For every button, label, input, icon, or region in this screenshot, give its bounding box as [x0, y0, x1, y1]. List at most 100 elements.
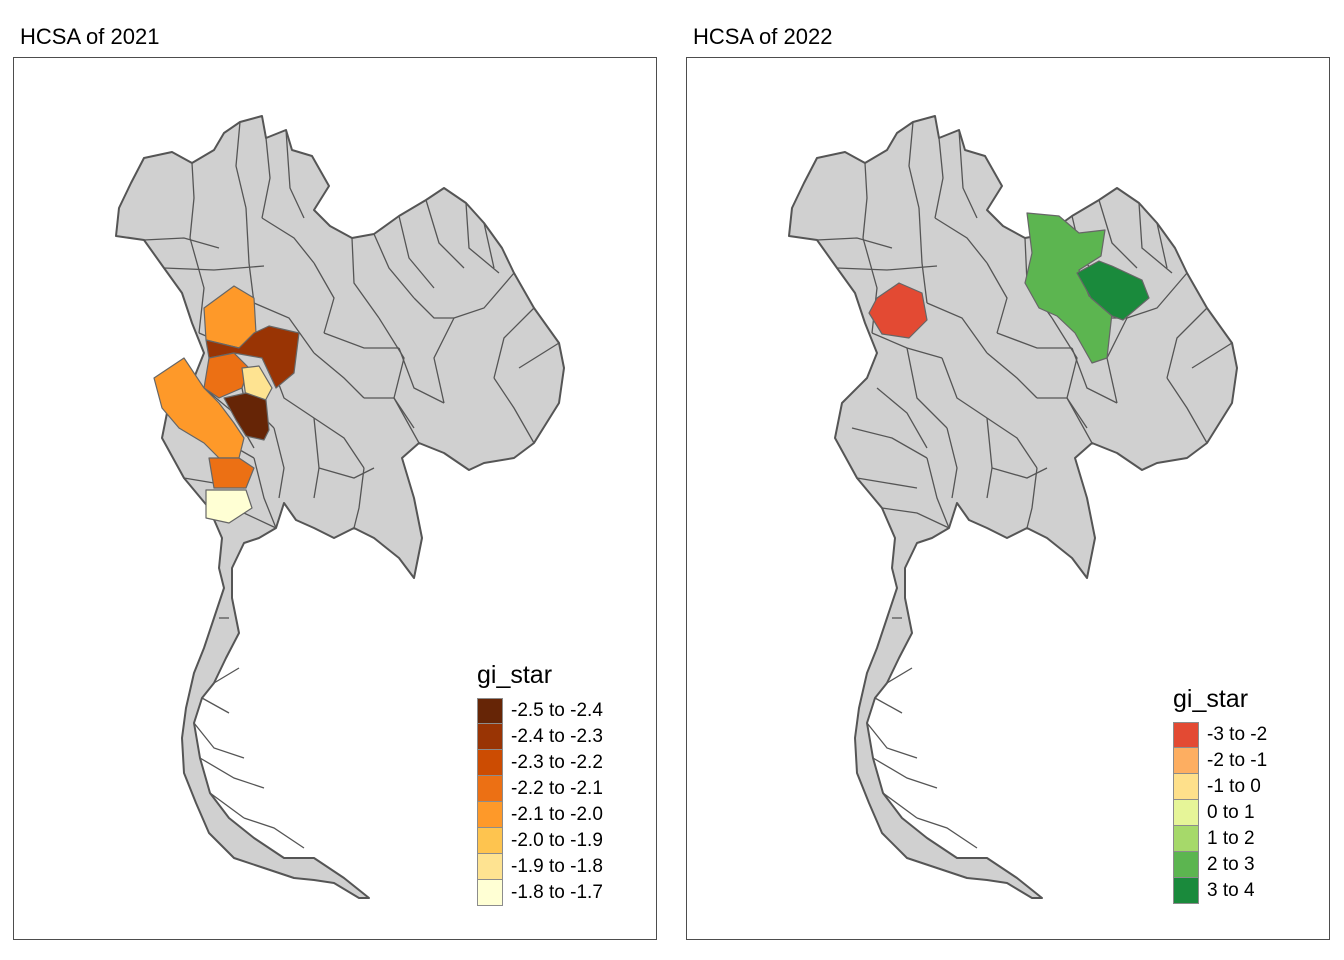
- highlighted-province: [868, 282, 928, 339]
- province-border: [862, 162, 868, 239]
- province-border: [518, 342, 560, 369]
- province-border: [946, 427, 958, 499]
- province-border: [986, 262, 1008, 334]
- legend-item: 3 to 4: [1173, 878, 1267, 904]
- province-border: [433, 317, 455, 404]
- province-border: [245, 207, 255, 304]
- province-border: [483, 222, 495, 269]
- province-border: [851, 427, 928, 459]
- province-border: [1051, 317, 1078, 399]
- legend-item: -2.4 to -2.3: [477, 724, 603, 750]
- province-border: [816, 237, 893, 249]
- legend-swatch: [477, 750, 503, 776]
- legend-label: -2.2 to -2.1: [511, 778, 603, 799]
- legend-label: -3 to -2: [1207, 724, 1268, 745]
- province-border: [926, 302, 988, 354]
- province-border: [378, 317, 405, 399]
- province-border: [1191, 342, 1233, 369]
- province-border: [926, 457, 950, 529]
- legend-item: -2.1 to -2.0: [477, 802, 603, 828]
- legend-swatch: [477, 828, 503, 854]
- legend-item: 1 to 2: [1173, 826, 1267, 852]
- legend-label: -2.0 to -1.9: [511, 830, 603, 851]
- legend-swatch: [477, 724, 503, 750]
- province-border: [996, 332, 1072, 349]
- province-border: [313, 417, 365, 469]
- legend-title: gi_star: [1173, 685, 1249, 713]
- highlighted-province: [223, 392, 270, 441]
- province-border: [1126, 272, 1188, 319]
- province-border: [413, 297, 454, 319]
- province-border: [881, 507, 950, 529]
- legend-label: -2 to -1: [1207, 750, 1268, 771]
- province-border: [398, 347, 445, 404]
- country-outline: [788, 115, 1238, 899]
- legend-swatch: [477, 698, 503, 724]
- legend-item: -2.3 to -2.2: [477, 750, 603, 776]
- province-border: [1071, 347, 1118, 404]
- legend-item: -3 to -2: [1173, 722, 1267, 748]
- province-border: [882, 792, 918, 819]
- province-border: [465, 202, 500, 274]
- province-border: [261, 137, 271, 219]
- province-border: [189, 162, 195, 239]
- province-border: [1138, 202, 1173, 274]
- map-title-2021: HCSA of 2021: [20, 24, 160, 49]
- legend-items: -3 to -2 -2 to -1 -1 to 0 0 to 1 1 to 2 2 to …: [1173, 722, 1267, 904]
- province-border: [836, 265, 938, 271]
- legend-label: 0 to 1: [1207, 802, 1255, 823]
- province-border: [373, 233, 415, 299]
- province-border: [285, 129, 305, 219]
- province-border: [941, 357, 988, 419]
- province-border: [1066, 397, 1088, 429]
- province-border: [453, 272, 515, 319]
- province-border: [193, 722, 245, 759]
- province-border: [493, 307, 535, 379]
- legend-item: -2.0 to -1.9: [477, 828, 603, 854]
- legend-swatch: [1173, 826, 1199, 852]
- legend-swatch: [477, 776, 503, 802]
- legend-title: gi_star: [477, 661, 553, 689]
- province-border: [213, 667, 240, 684]
- province-border: [986, 352, 1038, 399]
- province-border: [199, 757, 265, 789]
- province-border: [986, 417, 1038, 469]
- legend-items: -2.5 to -2.4 -2.4 to -2.3 -2.3 to -2.2 -2.2…: [477, 698, 603, 906]
- province-border: [143, 237, 220, 249]
- province-border: [918, 207, 928, 304]
- legend-swatch: [477, 854, 503, 880]
- legend-label: -2.5 to -2.4: [511, 700, 603, 721]
- province-border: [253, 302, 315, 354]
- legend-swatch: [1173, 878, 1199, 904]
- legend-label: 1 to 2: [1207, 828, 1255, 849]
- province-border: [1166, 307, 1208, 379]
- province-border: [313, 352, 365, 399]
- highlighted-province: [208, 457, 255, 489]
- legend-label: -2.3 to -2.2: [511, 752, 603, 773]
- province-border: [856, 477, 918, 489]
- province-border: [189, 237, 205, 334]
- thailand-map-2021: [115, 115, 565, 899]
- province-border: [393, 397, 415, 429]
- province-border: [908, 121, 920, 209]
- province-border: [906, 347, 948, 429]
- legend-label: 3 to 4: [1207, 880, 1255, 901]
- province-border: [318, 467, 375, 479]
- legend-item: 0 to 1: [1173, 800, 1267, 826]
- legend-swatch: [1173, 852, 1199, 878]
- legend-label: -1 to 0: [1207, 776, 1261, 797]
- highlighted-province: [205, 489, 253, 524]
- legend-2022: gi_star -3 to -2 -2 to -1 -1 to 0 0 to 1 1 t…: [1173, 685, 1267, 904]
- legend-item: 2 to 3: [1173, 852, 1267, 878]
- legend-swatch: [477, 880, 503, 906]
- legend-item: -2 to -1: [1173, 748, 1267, 774]
- legend-item: -1 to 0: [1173, 774, 1267, 800]
- province-border: [958, 129, 978, 219]
- province-border: [253, 457, 277, 529]
- province-border: [209, 792, 245, 819]
- province-border: [261, 217, 315, 264]
- province-border: [872, 757, 938, 789]
- legend-swatch: [1173, 774, 1199, 800]
- province-border: [991, 467, 1048, 479]
- legend-item: -2.5 to -2.4: [477, 698, 603, 724]
